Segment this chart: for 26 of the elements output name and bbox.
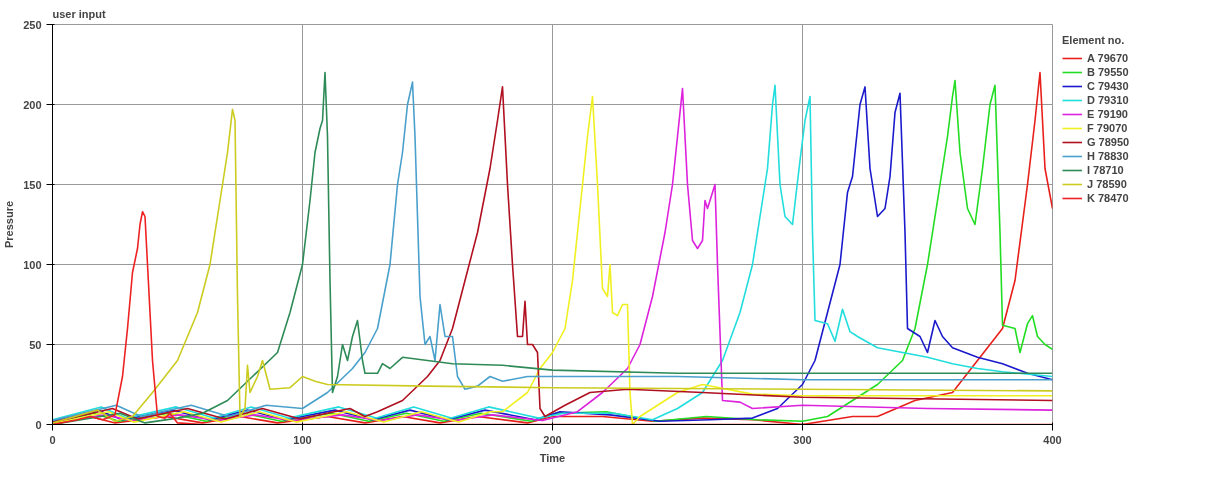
legend-label: B 79550 [1087, 65, 1129, 79]
legend-label: G 78950 [1087, 135, 1130, 149]
legend-label: E 79190 [1087, 107, 1128, 121]
y-tick-label: 0 [35, 418, 42, 431]
y-tick-label: 50 [29, 338, 42, 351]
legend-label: C 79430 [1087, 79, 1129, 93]
chart-title: user input [52, 7, 107, 20]
y-tick-label: 200 [23, 98, 42, 111]
legend-label: F 79070 [1087, 121, 1128, 135]
y-tick-label: 100 [23, 258, 42, 271]
y-tick-label: 150 [23, 178, 42, 191]
x-tick-label: 300 [793, 433, 812, 446]
legend-label: A 79670 [1087, 51, 1129, 65]
legend-title: Element no. [1062, 34, 1126, 46]
x-axis-title: Time [539, 451, 566, 464]
x-tick-label: 0 [49, 433, 56, 446]
legend-label: K 78470 [1087, 191, 1129, 205]
x-tick-label: 200 [543, 433, 562, 446]
y-axis-title: Pressure [3, 200, 16, 249]
legend-label: J 78590 [1087, 177, 1127, 191]
y-tick-label: 250 [23, 18, 42, 31]
legend-label: I 78710 [1087, 163, 1124, 177]
x-tick-label: 100 [293, 433, 312, 446]
legend-label: D 79310 [1087, 93, 1129, 107]
x-tick-label: 400 [1043, 433, 1062, 446]
legend-label: H 78830 [1087, 149, 1129, 163]
